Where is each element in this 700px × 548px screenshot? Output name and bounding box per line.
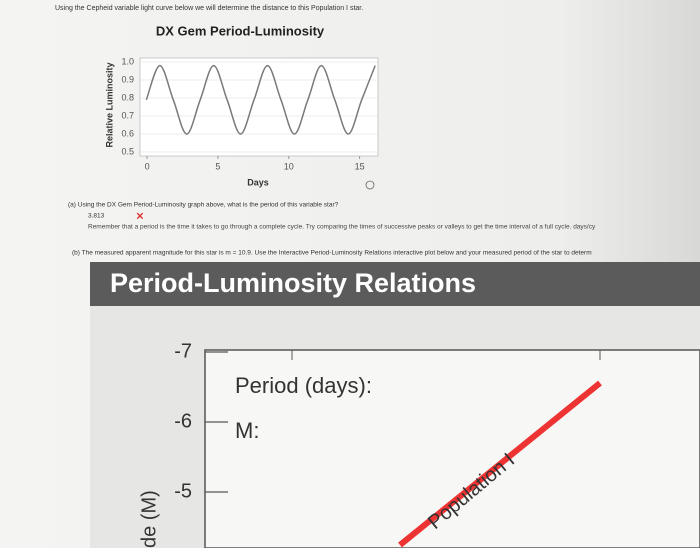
y-tick-label: 0.5 — [121, 146, 134, 156]
banner-title: Period-Luminosity Relations — [110, 268, 476, 298]
period-readout: Period (days): — [235, 373, 372, 398]
x-axis-label: Days — [247, 177, 269, 187]
plot-area — [139, 57, 379, 157]
x-tick-label: 15 — [355, 161, 365, 171]
question-a: (a) Using the DX Gem Period-Luminosity g… — [68, 202, 339, 209]
y-tick-label: 1.0 — [121, 56, 134, 66]
question-b: (b) The measured apparent magnitude for … — [72, 250, 592, 257]
plot-frame — [204, 349, 700, 548]
intro-text: Using the Cepheid variable light curve b… — [55, 5, 363, 12]
x-tick-label: 5 — [215, 161, 220, 171]
x-tick-label: 10 — [284, 161, 294, 171]
plot-y-label: de (M) — [138, 490, 160, 548]
y-tick-label: 0.9 — [121, 74, 134, 84]
y-tick-label: 0.6 — [121, 128, 134, 138]
answer-field[interactable]: 3.813 — [88, 213, 105, 220]
incorrect-mark: ✕ — [136, 212, 144, 223]
relation-line — [398, 380, 602, 548]
x-tick-label: 0 — [145, 161, 150, 171]
y-tick-label: -7 — [174, 340, 192, 362]
info-icon[interactable] — [365, 180, 375, 190]
y-tick-label: 0.8 — [121, 92, 134, 102]
banner — [90, 262, 700, 306]
hint-text: Remember that a period is the time it ta… — [88, 224, 596, 231]
light-curve — [145, 64, 376, 135]
magnitude-readout: M: — [235, 418, 259, 443]
y-tick-label: -5 — [174, 480, 192, 502]
y-tick-label: -6 — [174, 410, 192, 432]
chart-title: DX Gem Period-Luminosity — [156, 23, 325, 38]
y-axis-label: Relative Luminosity — [104, 62, 114, 147]
y-tick-label: 0.7 — [121, 110, 134, 120]
